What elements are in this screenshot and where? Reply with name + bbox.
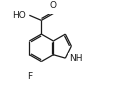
- Text: HO: HO: [12, 11, 26, 20]
- Text: NH: NH: [69, 54, 82, 63]
- Text: O: O: [50, 1, 57, 10]
- Text: F: F: [27, 72, 32, 81]
